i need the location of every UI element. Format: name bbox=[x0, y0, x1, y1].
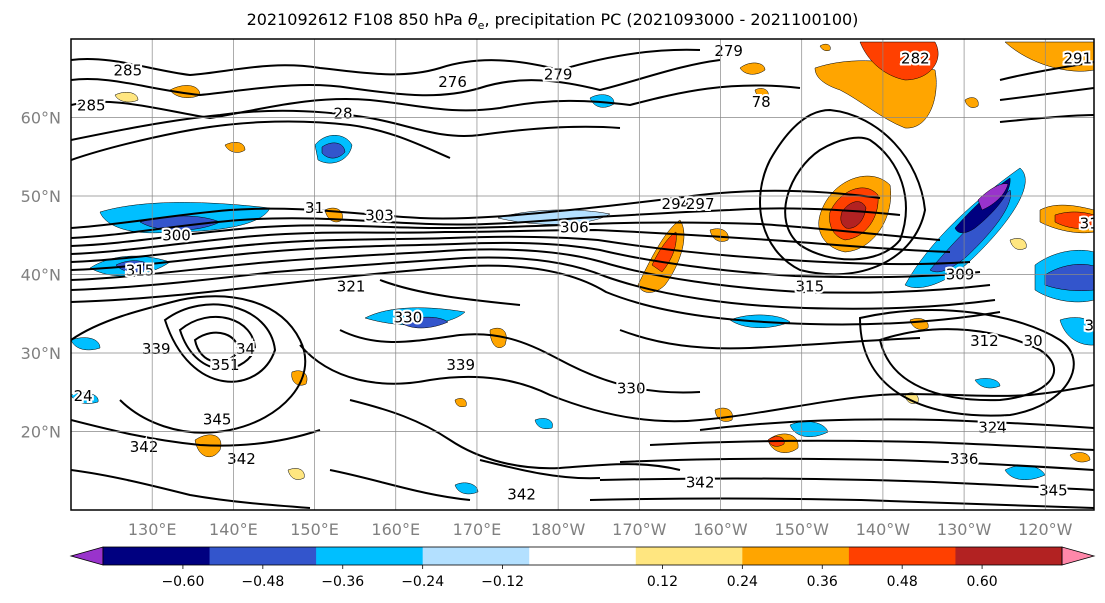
contour-label: 297 bbox=[686, 195, 715, 213]
lon-tick-label: 130°E bbox=[128, 520, 177, 539]
lat-tick-label: 50°N bbox=[21, 187, 61, 206]
contour-label: 300 bbox=[162, 226, 191, 244]
contour-label: 285 bbox=[77, 97, 106, 115]
map-title: 2021092612 F108 850 hPa θe, precipitatio… bbox=[0, 10, 1105, 32]
theta-e-contours bbox=[71, 48, 1094, 509]
contour-label: 30 bbox=[1024, 332, 1043, 350]
contour-label: 303 bbox=[365, 207, 394, 225]
contour-label: 312 bbox=[970, 332, 999, 350]
colorbar-tick-label: 0.48 bbox=[887, 574, 918, 590]
contour-label: 28 bbox=[333, 105, 352, 123]
contour-label: 339 bbox=[446, 356, 475, 374]
contour-label: 321 bbox=[337, 277, 366, 295]
colorbar-segment bbox=[529, 547, 637, 565]
theta-subscript: e bbox=[477, 19, 485, 33]
contour-label: 351 bbox=[211, 356, 240, 374]
contour-label: 324 bbox=[978, 419, 1007, 437]
latitude-ticks: 20°N 30°N 40°N 50°N 60°N bbox=[21, 109, 61, 442]
lat-tick-label: 20°N bbox=[21, 423, 61, 442]
lat-tick-label: 30°N bbox=[21, 344, 61, 363]
lon-tick-label: 160°W bbox=[693, 520, 748, 539]
contour-label: 285 bbox=[114, 61, 143, 79]
contour-label: 342 bbox=[130, 438, 159, 456]
contour-label: 306 bbox=[560, 218, 589, 236]
contour-label: 276 bbox=[438, 73, 467, 91]
lon-tick-label: 120°W bbox=[1018, 520, 1073, 539]
colorbar-ticks: −0.60 −0.48 −0.36 −0.24 −0.12 0.12 0.24 0.36 0.4… bbox=[161, 565, 998, 590]
contour-label: 34 bbox=[236, 340, 255, 358]
contour-label: 24 bbox=[74, 387, 93, 405]
contour-label: 339 bbox=[142, 340, 171, 358]
lat-tick-label: 40°N bbox=[21, 266, 61, 285]
colorbar-extend-max bbox=[1061, 546, 1096, 566]
colorbar-segment bbox=[422, 547, 530, 565]
title-suffix: , precipitation PC (2021093000 - 2021100… bbox=[484, 10, 859, 29]
contour-label: 315 bbox=[1080, 214, 1105, 232]
lon-tick-label: 180°W bbox=[531, 520, 586, 539]
contour-label: 345 bbox=[203, 411, 232, 429]
colorbar-tick-label: −0.60 bbox=[161, 574, 204, 590]
contour-label: 315 bbox=[126, 262, 155, 280]
contour-label: 33 bbox=[1084, 317, 1103, 335]
lon-tick-label: 160°E bbox=[371, 520, 420, 539]
lon-tick-label: 140°W bbox=[856, 520, 911, 539]
lon-tick-label: 170°E bbox=[453, 520, 502, 539]
colorbar-segment bbox=[742, 547, 850, 565]
colorbar-segment bbox=[848, 547, 956, 565]
precip-shading bbox=[71, 41, 1094, 495]
lon-tick-label: 150°E bbox=[290, 520, 339, 539]
contour-label: 330 bbox=[394, 309, 423, 327]
contour-label: 345 bbox=[1039, 481, 1068, 499]
colorbar-segment bbox=[103, 547, 211, 565]
colorbar-segment bbox=[955, 547, 1063, 565]
contour-label: 282 bbox=[901, 50, 930, 68]
colorbar-segment bbox=[316, 547, 424, 565]
lat-lon-grid bbox=[71, 39, 1094, 510]
contour-label: 342 bbox=[686, 474, 715, 492]
contour-label: 279 bbox=[714, 42, 743, 60]
contour-label: 342 bbox=[227, 450, 256, 468]
colorbar-tick-label: 0.24 bbox=[727, 574, 758, 590]
contour-label: 342 bbox=[507, 485, 536, 503]
colorbar-tick-label: −0.48 bbox=[241, 574, 284, 590]
contour-label: 294 bbox=[662, 195, 691, 213]
colorbar-tick-label: −0.24 bbox=[401, 574, 444, 590]
colorbar-extend-min bbox=[69, 546, 104, 566]
colorbar-segment bbox=[209, 547, 317, 565]
lat-tick-label: 60°N bbox=[21, 109, 61, 128]
longitude-ticks: 130°E 140°E 150°E 160°E 170°E 180°W 170°W 160°W… bbox=[128, 520, 1073, 539]
theta-symbol: θ bbox=[467, 10, 478, 29]
lon-tick-label: 130°W bbox=[937, 520, 992, 539]
contour-label: 330 bbox=[617, 379, 646, 397]
contour-label: 78 bbox=[752, 93, 771, 111]
lon-tick-label: 150°W bbox=[775, 520, 830, 539]
colorbar-segment bbox=[635, 547, 743, 565]
contour-label: 315 bbox=[796, 277, 825, 295]
colorbar-tick-label: 0.12 bbox=[647, 574, 678, 590]
lon-tick-label: 170°W bbox=[612, 520, 667, 539]
colorbar-outline bbox=[102, 546, 1063, 566]
colorbar-tick-label: 0.60 bbox=[966, 574, 997, 590]
map-frame bbox=[70, 38, 1095, 511]
title-prefix: 2021092612 F108 850 hPa bbox=[246, 10, 468, 29]
colorbar-tick-label: 0.36 bbox=[807, 574, 838, 590]
colorbar bbox=[69, 546, 1096, 566]
contour-label: 291 bbox=[1063, 50, 1092, 68]
colorbar-tick-label: −0.36 bbox=[321, 574, 364, 590]
colorbar-tick-label: −0.12 bbox=[481, 574, 524, 590]
lon-tick-label: 140°E bbox=[209, 520, 258, 539]
